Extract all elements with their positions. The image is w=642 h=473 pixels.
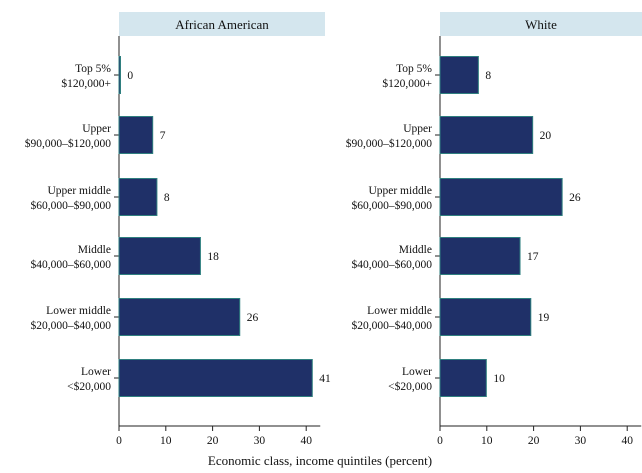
panel-title-strip [119,12,325,36]
x-tick-label: 30 [575,435,587,447]
value-label: 10 [493,373,505,385]
bar [118,237,201,275]
x-tick-label: 0 [437,435,443,447]
category-label: Lower [81,366,111,378]
value-label: 18 [207,251,219,263]
bar [439,116,534,154]
bar [439,178,563,216]
bar [118,298,241,336]
panel-african-american: African American 0 10 20 30 40 0 Top 5% $120,000… [25,12,331,447]
category-label: Upper middle [47,185,111,197]
category-label: <$20,000 [388,380,432,393]
panel-title: White [525,17,557,32]
panel-title: African American [175,17,269,32]
x-tick-label: 20 [528,435,540,447]
value-label: 0 [127,70,133,82]
value-label: 41 [319,373,331,385]
value-label: 20 [540,130,552,142]
x-tick-label: 10 [481,435,493,447]
panel-title-strip [440,12,642,36]
x-tick-label: 10 [160,435,172,447]
bar [439,298,532,336]
category-label: Upper middle [368,185,432,197]
bar [118,178,158,216]
category-label: Lower middle [367,305,432,317]
category-label: $90,000–$120,000 [346,137,433,150]
category-label: Middle [78,244,111,256]
bar [439,359,487,397]
bar [439,56,479,94]
category-label: $40,000–$60,000 [31,258,112,271]
x-tick-label: 40 [300,435,312,447]
category-label: $20,000–$40,000 [31,319,112,332]
category-label: $120,000+ [382,77,432,90]
category-label: $60,000–$90,000 [31,199,112,212]
bar [439,237,521,275]
category-label: $20,000–$40,000 [352,319,433,332]
panel-white: White 0 10 20 30 40 8 Top 5% $120,000+ 20 Upper $90… [346,12,642,447]
category-label: $120,000+ [61,77,111,90]
x-tick-label: 0 [116,435,122,447]
value-label: 7 [160,130,166,142]
category-label: Top 5% [75,63,111,75]
value-label: 26 [569,192,581,204]
category-label: Lower middle [46,305,111,317]
x-tick-label: 30 [254,435,266,447]
bar [118,359,313,397]
category-label: <$20,000 [67,380,111,393]
value-label: 8 [485,70,491,82]
value-label: 19 [538,312,550,324]
category-label: $40,000–$60,000 [352,258,433,271]
value-label: 8 [164,192,170,204]
bar [118,56,121,94]
value-label: 17 [527,251,539,263]
x-axis-title: Economic class, income quintiles (percen… [208,453,432,468]
category-label: $90,000–$120,000 [25,137,112,150]
category-label: Middle [399,244,432,256]
category-label: Top 5% [396,63,432,75]
x-tick-label: 20 [207,435,219,447]
category-label: Lower [402,366,432,378]
value-label: 26 [247,312,259,324]
category-label: Upper [82,123,111,135]
bar [118,116,154,154]
x-tick-label: 40 [621,435,633,447]
category-label: $60,000–$90,000 [352,199,433,212]
category-label: Upper [403,123,432,135]
